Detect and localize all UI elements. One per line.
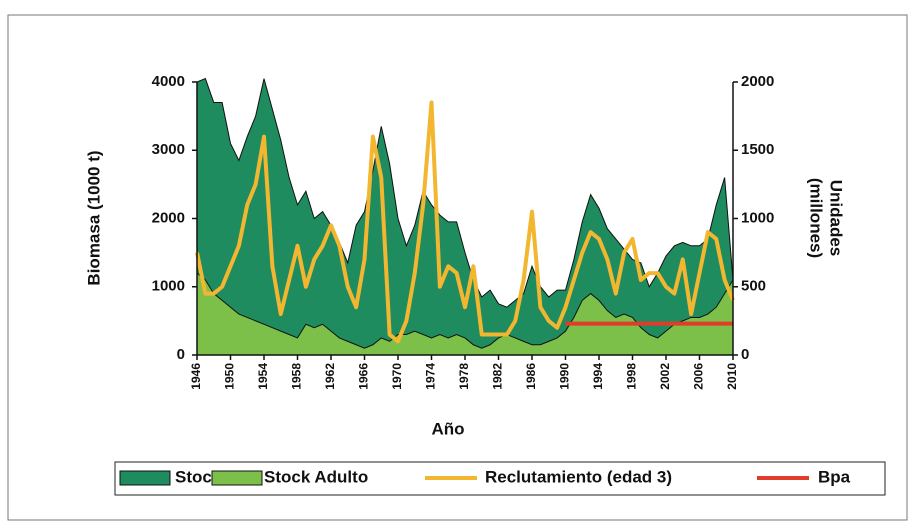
area-outline — [196, 77, 734, 308]
x-tick-label: 1962 — [323, 363, 337, 390]
legend-label: Bpa — [818, 467, 851, 486]
x-tick-label: 2006 — [692, 363, 706, 390]
x-tick-label: 1946 — [189, 363, 203, 390]
x-tick-label: 1986 — [524, 363, 538, 390]
y-tick-label: 3000 — [152, 141, 185, 158]
legend-label: Stock — [175, 467, 222, 486]
x-tick-label: 1994 — [591, 363, 605, 390]
y-tick-label: 4000 — [152, 73, 185, 90]
x-tick-label: 1990 — [558, 363, 572, 390]
y-axis-label: Biomasa (1000 t) — [84, 150, 103, 285]
y2-axis-label: Unidades — [827, 180, 846, 257]
legend-label: Reclutamiento (edad 3) — [485, 467, 672, 486]
legend-swatch — [119, 470, 171, 486]
y-tick-label: 0 — [177, 346, 185, 363]
frame — [7, 14, 908, 521]
x-tick-label: 1978 — [457, 363, 471, 390]
x-tick-label: 1958 — [290, 363, 304, 390]
y2-axis-label: (millones) — [807, 178, 826, 258]
y2-tick-label: 2000 — [741, 73, 774, 90]
legend-box — [114, 461, 886, 496]
x-tick-label: 1950 — [223, 363, 237, 390]
area — [197, 273, 733, 355]
line — [195, 100, 735, 344]
x-tick-label: 1954 — [256, 363, 270, 390]
y2-tick-label: 500 — [741, 278, 766, 295]
x-tick-label: 2002 — [658, 363, 672, 390]
legend-swatch — [211, 470, 263, 486]
x-axis-label: Año — [431, 419, 464, 438]
x-tick-label: 1998 — [625, 363, 639, 390]
legend-label: Stock Adulto — [264, 467, 368, 486]
x-tick-label: 1974 — [424, 363, 438, 390]
y2-tick-label: 1000 — [741, 209, 774, 226]
x-tick-label: 1970 — [390, 363, 404, 390]
y2-tick-label: 0 — [741, 346, 749, 363]
y-tick-label: 1000 — [152, 278, 185, 295]
y2-tick-label: 1500 — [741, 141, 774, 158]
x-tick-label: 2010 — [725, 363, 739, 390]
x-tick-label: 1966 — [357, 363, 371, 390]
x-tick-label: 1982 — [491, 363, 505, 390]
area — [197, 78, 733, 356]
y-tick-label: 2000 — [152, 209, 185, 226]
area-outline — [196, 272, 734, 349]
